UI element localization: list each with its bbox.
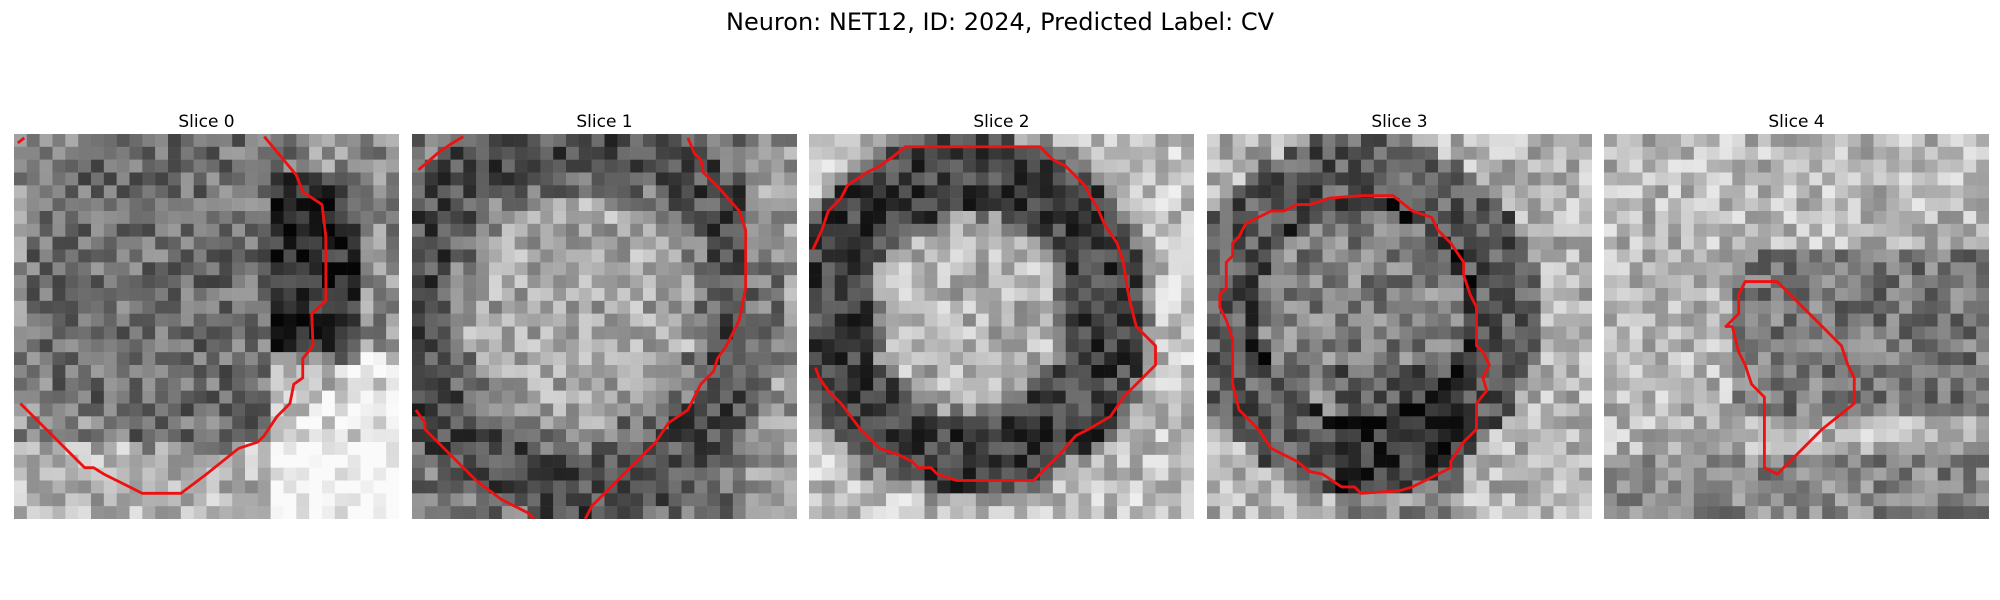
grayscale-pixels-4 <box>1604 134 1989 519</box>
slice-title-3: Slice 3 <box>1371 112 1428 132</box>
grayscale-pixels-3 <box>1207 134 1592 519</box>
slice-image-2 <box>809 134 1194 519</box>
slice-image-1 <box>412 134 797 519</box>
slice-panel-1: Slice 1 <box>412 110 797 519</box>
slice-panel-0: Slice 0 <box>14 110 399 519</box>
grayscale-pixels-0 <box>14 134 399 519</box>
slice-panel-2: Slice 2 <box>809 110 1194 519</box>
slice-title-0: Slice 0 <box>178 112 235 132</box>
slice-image-4 <box>1604 134 1989 519</box>
contour-line-2 <box>811 145 1157 482</box>
slice-title-1: Slice 1 <box>576 112 633 132</box>
slice-image-0 <box>14 134 399 519</box>
grayscale-pixels-1 <box>412 134 797 519</box>
contour-line-0 <box>16 135 328 495</box>
slice-panel-3: Slice 3 <box>1207 110 1592 519</box>
slice-title-2: Slice 2 <box>973 112 1030 132</box>
contour-line-4 <box>1724 280 1856 476</box>
contour-line-1 <box>414 135 748 519</box>
contour-line-3 <box>1218 194 1491 495</box>
slice-panel-4: Slice 4 <box>1604 110 1989 519</box>
figure-title: Neuron: NET12, ID: 2024, Predicted Label… <box>726 8 1274 36</box>
slice-title-4: Slice 4 <box>1768 112 1825 132</box>
slice-image-3 <box>1207 134 1592 519</box>
